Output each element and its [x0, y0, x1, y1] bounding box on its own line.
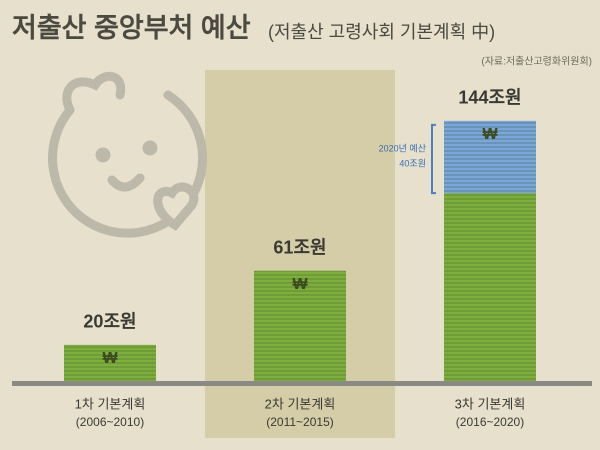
- x-tick-label: 2차 기본계획: [265, 396, 336, 411]
- source: (자료:저출산고령화위원회): [481, 55, 592, 68]
- currency: ₩: [102, 350, 118, 367]
- bill-stripes: [64, 344, 156, 381]
- currency: ₩: [482, 126, 498, 143]
- baseline: [12, 381, 592, 386]
- x-tick-period: (2006~2010): [76, 415, 144, 429]
- x-tick-period: (2011~2015): [266, 415, 334, 429]
- value-label: 61조원: [273, 238, 326, 258]
- chart-title: 저출산 중앙부처 예산: [12, 13, 251, 43]
- value-label: 20조원: [83, 312, 136, 332]
- chart-subtitle: (저출산 고령사회 기본계획 中): [268, 22, 495, 42]
- bill-stripes: [444, 193, 536, 381]
- x-tick-period: (2016~2020): [456, 415, 524, 429]
- annotation-note: 2020년 예산: [379, 143, 426, 153]
- currency: ₩: [292, 276, 308, 293]
- annotation-label: 40조원: [399, 158, 426, 168]
- bill-stripes: [254, 270, 346, 381]
- value-label: 144조원: [458, 88, 521, 108]
- bill-stripes: [444, 120, 536, 194]
- x-tick-label: 1차 기본계획: [75, 396, 146, 411]
- x-tick-label: 3차 기본계획: [455, 396, 526, 411]
- bracket: [431, 123, 436, 195]
- baby-icon: [48, 71, 207, 238]
